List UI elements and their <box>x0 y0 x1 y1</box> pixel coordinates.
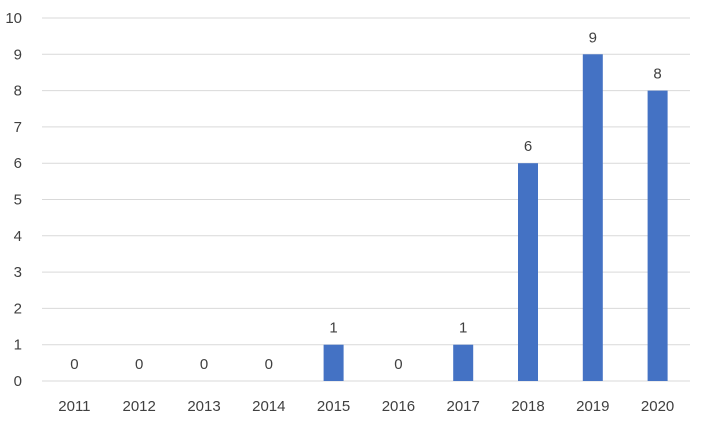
data-label-2016: 0 <box>394 356 402 373</box>
y-tick-label-8: 8 <box>14 83 22 100</box>
data-label-2018: 6 <box>524 138 532 155</box>
y-tick-label-6: 6 <box>14 155 22 172</box>
data-label-2019: 9 <box>589 29 597 46</box>
x-tick-label-2020: 2020 <box>641 398 674 415</box>
y-tick-label-7: 7 <box>14 119 22 136</box>
bar-2017 <box>453 344 474 381</box>
x-tick-label-2013: 2013 <box>187 398 220 415</box>
bar-2020 <box>647 90 668 381</box>
y-tick-label-2: 2 <box>14 300 22 317</box>
x-axis-ticks: 2011 2012 2013 2014 2015 2016 2017 2018 2019 2020 <box>58 398 674 415</box>
x-tick-label-2015: 2015 <box>317 398 350 415</box>
y-tick-label-10: 10 <box>5 10 22 27</box>
x-tick-label-2016: 2016 <box>382 398 415 415</box>
x-tick-label-2011: 2011 <box>58 398 90 415</box>
bars <box>323 54 668 382</box>
y-tick-label-3: 3 <box>14 264 22 281</box>
gridlines <box>42 17 690 382</box>
data-label-2015: 1 <box>329 320 337 337</box>
x-tick-label-2012: 2012 <box>123 398 156 415</box>
data-label-2017: 1 <box>459 320 467 337</box>
data-labels: 0 0 0 0 1 0 1 6 9 8 <box>70 29 662 373</box>
y-tick-label-9: 9 <box>14 46 22 63</box>
data-label-2014: 0 <box>265 356 273 373</box>
data-label-2011: 0 <box>70 356 78 373</box>
x-tick-label-2019: 2019 <box>576 398 609 415</box>
x-tick-label-2018: 2018 <box>511 398 544 415</box>
data-label-2020: 8 <box>653 66 661 83</box>
data-label-2012: 0 <box>135 356 143 373</box>
y-axis-ticks: 0 1 2 3 4 5 6 7 8 9 10 <box>5 10 22 390</box>
y-tick-label-4: 4 <box>14 228 22 245</box>
x-tick-label-2014: 2014 <box>252 398 285 415</box>
x-tick-label-2017: 2017 <box>447 398 480 415</box>
bar-2015 <box>323 344 344 381</box>
bar-2018 <box>518 163 538 381</box>
y-tick-label-0: 0 <box>14 373 22 390</box>
bar-2019 <box>582 54 603 382</box>
data-label-2013: 0 <box>200 356 208 373</box>
y-tick-label-5: 5 <box>14 192 22 209</box>
y-tick-label-1: 1 <box>14 337 22 354</box>
